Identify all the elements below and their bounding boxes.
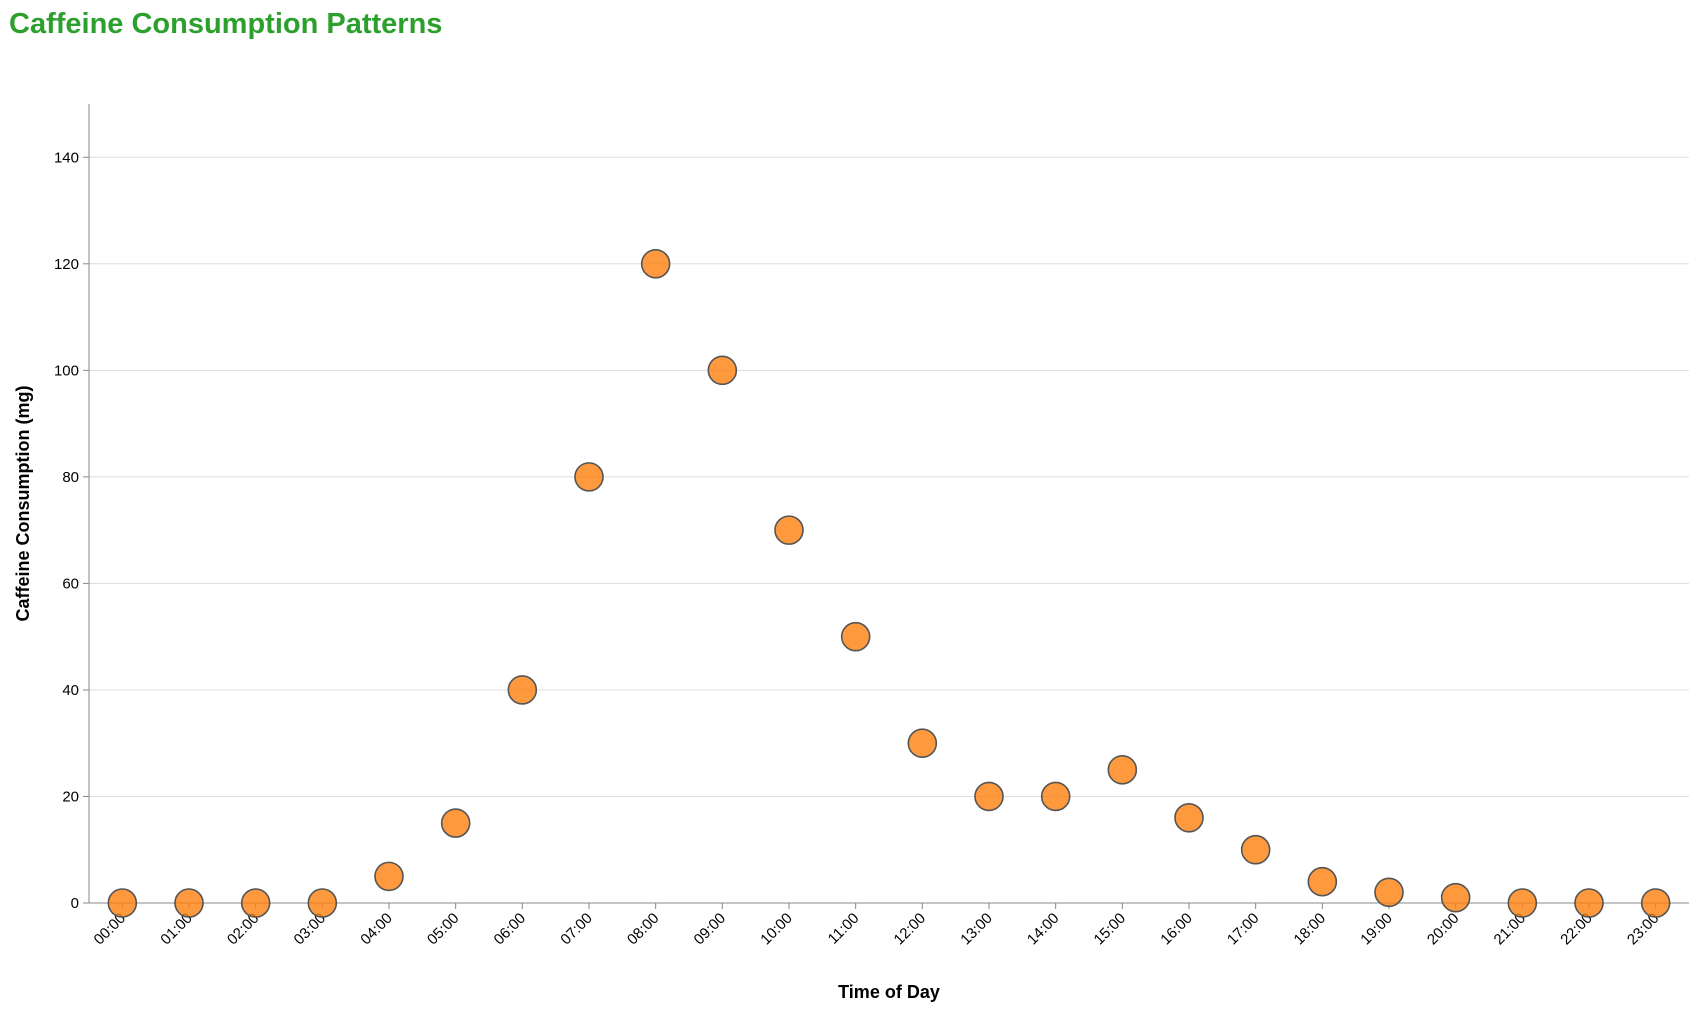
y-tick-label: 40 — [62, 682, 79, 699]
x-tick-label: 17:00 — [1224, 910, 1263, 949]
y-tick-label: 100 — [54, 362, 79, 379]
data-point — [640, 248, 671, 279]
data-point — [1307, 866, 1338, 897]
y-tick-label: 20 — [62, 788, 79, 805]
x-tick-label: 16:00 — [1157, 910, 1196, 949]
data-point — [507, 675, 538, 705]
y-tick-label: 0 — [71, 895, 79, 912]
x-tick-label: 13:00 — [957, 910, 996, 949]
data-point — [1107, 755, 1138, 785]
y-tick-label: 140 — [54, 149, 79, 166]
y-tick-label: 120 — [54, 256, 79, 273]
y-axis-title: Caffeine Consumption (mg) — [13, 386, 33, 622]
x-tick-label: 11:00 — [825, 910, 863, 948]
grid-lines — [89, 156, 1689, 797]
x-tick-label: 12:00 — [891, 910, 930, 949]
data-point — [574, 462, 604, 492]
data-point — [240, 888, 271, 918]
x-tick-label: 09:00 — [691, 910, 730, 949]
data-point — [1574, 888, 1604, 918]
x-tick-label: 14:00 — [1024, 910, 1063, 949]
x-tick-label: 10:00 — [757, 910, 796, 949]
data-point — [440, 808, 471, 838]
data-point — [1174, 802, 1204, 833]
data-point — [774, 515, 804, 545]
x-tick-label: 07:00 — [557, 910, 596, 949]
data-point — [1640, 888, 1671, 918]
x-tick-label: 08:00 — [624, 910, 663, 949]
data-point — [374, 861, 404, 892]
data-point — [174, 888, 204, 918]
data-point — [307, 888, 338, 918]
x-tick-label: 20:00 — [1424, 910, 1463, 949]
x-axis-title: Time of Day — [838, 982, 940, 1002]
data-point — [1040, 781, 1071, 812]
data-point — [840, 621, 871, 652]
data-point — [907, 728, 938, 759]
x-tick-label: 04:00 — [357, 910, 396, 949]
data-point — [974, 781, 1004, 812]
x-tick-label: 06:00 — [491, 910, 530, 949]
data-point — [1240, 834, 1271, 865]
x-tick-label: 18:00 — [1291, 910, 1330, 949]
chart-title: Caffeine Consumption Patterns — [9, 8, 443, 40]
x-tick-label: 05:00 — [424, 910, 463, 949]
data-points — [107, 248, 1671, 918]
x-tick-label: 15:00 — [1091, 910, 1130, 949]
data-point — [1374, 877, 1404, 908]
data-point — [1507, 888, 1538, 918]
y-tick-label: 80 — [62, 469, 79, 486]
data-point — [707, 355, 738, 386]
y-tick-label: 60 — [62, 575, 79, 592]
x-tick-label: 19:00 — [1357, 910, 1396, 949]
data-point — [107, 888, 138, 918]
data-point — [1440, 882, 1471, 913]
